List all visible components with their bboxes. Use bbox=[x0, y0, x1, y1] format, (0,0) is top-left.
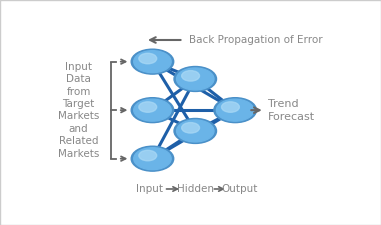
Circle shape bbox=[221, 102, 239, 112]
Text: Input
Data
from
Target
Markets
and
Related
Markets: Input Data from Target Markets and Relat… bbox=[58, 62, 99, 159]
Circle shape bbox=[216, 99, 254, 121]
Circle shape bbox=[174, 67, 216, 91]
Circle shape bbox=[176, 120, 214, 142]
Text: Input: Input bbox=[136, 184, 163, 194]
Circle shape bbox=[131, 146, 174, 171]
Circle shape bbox=[139, 102, 157, 112]
Circle shape bbox=[139, 150, 157, 161]
Circle shape bbox=[174, 119, 216, 143]
Circle shape bbox=[131, 49, 174, 74]
Circle shape bbox=[134, 51, 171, 73]
Circle shape bbox=[134, 148, 171, 170]
Text: Output: Output bbox=[221, 184, 258, 194]
Circle shape bbox=[214, 98, 256, 123]
Circle shape bbox=[182, 71, 200, 81]
Circle shape bbox=[131, 98, 174, 123]
Text: Trend
Forecast: Trend Forecast bbox=[267, 99, 315, 122]
Text: Hidden: Hidden bbox=[177, 184, 214, 194]
Circle shape bbox=[176, 68, 214, 90]
Text: Back Propagation of Error: Back Propagation of Error bbox=[189, 35, 323, 45]
Circle shape bbox=[134, 99, 171, 121]
Circle shape bbox=[182, 123, 200, 133]
Circle shape bbox=[139, 53, 157, 64]
